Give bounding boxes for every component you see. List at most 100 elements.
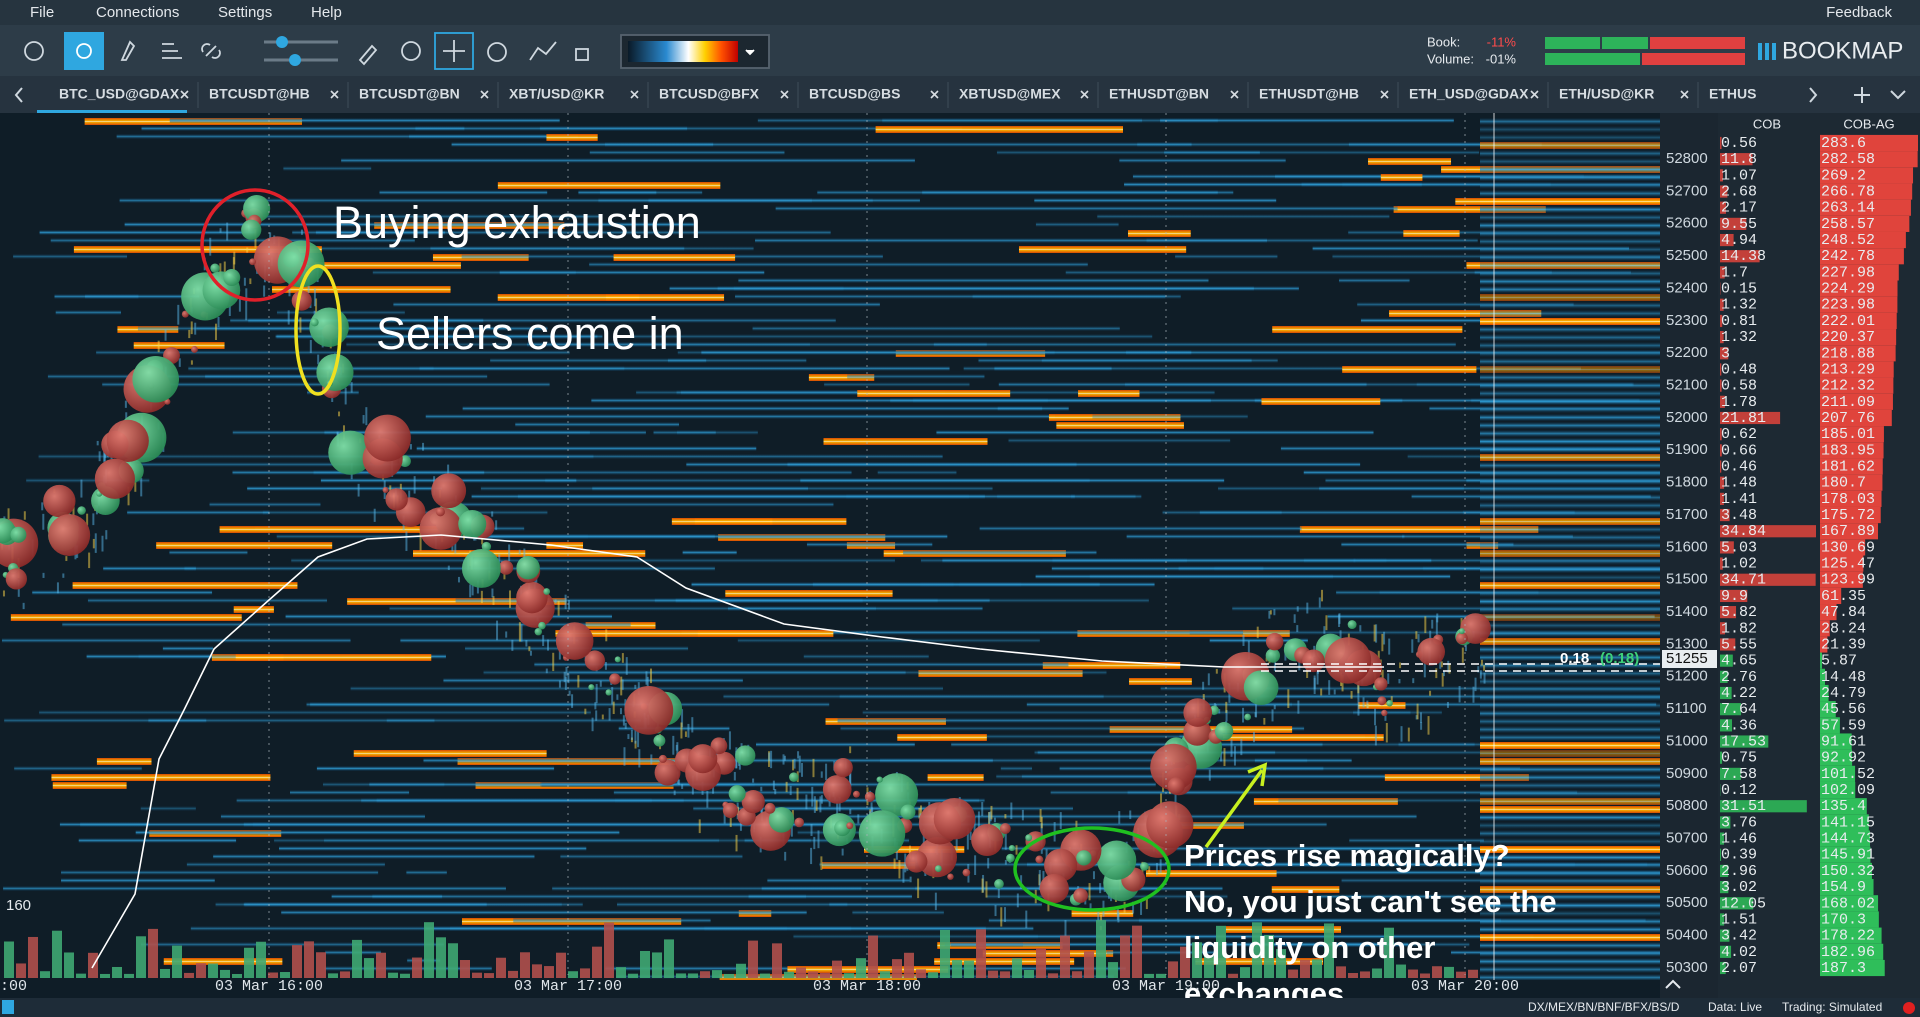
tool-button-selected[interactable] <box>434 32 474 70</box>
tab-close[interactable] <box>1380 90 1389 99</box>
tab-close[interactable] <box>630 90 639 99</box>
menu-item[interactable]: File <box>30 4 54 21</box>
tab-label[interactable]: ETH_USD@GDAX <box>1409 86 1529 102</box>
trade-bubble <box>1244 713 1252 721</box>
price-noise <box>893 858 896 869</box>
tab-close[interactable] <box>1080 90 1089 99</box>
menu-item[interactable]: Help <box>311 4 342 21</box>
tab-label[interactable]: XBTUSD@MEX <box>959 86 1061 102</box>
price-noise <box>287 310 290 325</box>
tool-button[interactable] <box>120 40 136 61</box>
tab-label[interactable]: BTCUSD@BS <box>809 86 900 102</box>
status-indicator <box>1903 1002 1915 1014</box>
tool-button[interactable] <box>358 44 378 66</box>
tab-close[interactable] <box>480 90 489 99</box>
volume-bar <box>340 971 350 978</box>
liquidity-level <box>1254 758 1352 763</box>
menu-item[interactable]: Settings <box>218 4 272 21</box>
tab[interactable]: BTCUSDT@BN <box>359 82 499 108</box>
tab-label[interactable]: ETHUS <box>1709 86 1756 102</box>
slider-knob[interactable] <box>276 36 288 48</box>
tab[interactable]: BTC_USD@GDAX <box>37 82 199 113</box>
tab-close[interactable] <box>330 90 339 99</box>
liquidity-level <box>775 206 1398 211</box>
tab-label[interactable]: BTC_USD@GDAX <box>59 86 180 102</box>
tab[interactable]: BTCUSD@BS <box>809 82 949 108</box>
tool-button[interactable] <box>24 41 44 61</box>
tool-button[interactable] <box>575 48 589 61</box>
tab-close[interactable] <box>1230 90 1239 99</box>
volume-bar <box>676 973 686 978</box>
price-noise <box>373 508 376 522</box>
menu-item[interactable]: Connections <box>96 4 179 21</box>
tab-close[interactable] <box>930 90 939 99</box>
tab[interactable]: ETHUS <box>1709 86 1756 102</box>
tab-label[interactable]: XBT/USD@KR <box>509 86 604 102</box>
tab-scroll-left[interactable] <box>14 87 23 103</box>
tab-label[interactable]: ETHUSDT@HB <box>1259 86 1359 102</box>
tool-button[interactable] <box>76 43 92 59</box>
current-book-level <box>1480 198 1660 205</box>
price-noise <box>990 805 993 820</box>
price-noise <box>857 814 860 824</box>
price-tick-label: 50700 <box>1666 830 1708 847</box>
slider-knob[interactable] <box>289 54 301 66</box>
tab-close[interactable] <box>780 90 789 99</box>
tool-button[interactable] <box>529 41 557 61</box>
price-noise <box>1435 616 1438 635</box>
tab-label[interactable]: BTCUSDT@HB <box>209 86 310 102</box>
cob-ag-value: 213.29 <box>1821 361 1875 378</box>
tab-menu[interactable] <box>1890 90 1906 100</box>
tab-label[interactable]: BTCUSD@BFX <box>659 86 760 102</box>
tab-close[interactable] <box>180 90 189 99</box>
price-noise <box>209 237 212 256</box>
tab-label[interactable]: BTCUSDT@BN <box>359 86 460 102</box>
tab[interactable]: ETH_USD@GDAX <box>1409 82 1549 108</box>
volume-bar <box>724 973 734 978</box>
liquidity-level <box>213 854 535 859</box>
tab[interactable]: ETHUSDT@HB <box>1259 82 1399 108</box>
tab-close[interactable] <box>1680 90 1689 99</box>
cob-ag-bar <box>1820 312 1897 330</box>
trade-bubble <box>1386 699 1393 707</box>
add-tab[interactable] <box>1854 87 1870 103</box>
tab-close[interactable] <box>1530 90 1539 99</box>
liquidity-level <box>1312 246 1629 251</box>
cob-value: 2.76 <box>1721 669 1757 686</box>
tool-button[interactable] <box>487 42 507 62</box>
price-tick-label: 50400 <box>1666 927 1708 944</box>
current-book-level <box>1480 702 1660 709</box>
time-label: 03 Mar 16:00 <box>215 978 323 995</box>
price-noise <box>219 228 222 233</box>
trade-bubble <box>538 621 546 630</box>
tab-label[interactable]: ETHUSDT@BN <box>1109 86 1209 102</box>
liquidity-hot <box>10 614 242 621</box>
price-noise <box>678 779 681 785</box>
tool-button[interactable] <box>201 43 221 59</box>
tool-button[interactable] <box>162 43 182 59</box>
tab[interactable]: XBT/USD@KR <box>509 82 649 108</box>
book-value: -11% <box>1487 34 1517 49</box>
trade-bubble <box>624 685 674 735</box>
cob-value: 3 <box>1721 345 1730 362</box>
tab[interactable]: ETH/USD@KR <box>1559 82 1699 108</box>
tab[interactable]: BTCUSDT@HB <box>209 82 349 108</box>
current-book-level <box>1480 654 1660 661</box>
tab[interactable]: BTCUSD@BFX <box>659 82 799 108</box>
volume-bar <box>1444 966 1454 978</box>
trade-bubble <box>1025 834 1033 842</box>
liquidity-level <box>247 486 443 491</box>
feedback-link[interactable]: Feedback <box>1826 4 1892 21</box>
tool-button-active[interactable] <box>64 32 104 70</box>
tool-button[interactable] <box>401 41 421 61</box>
scroll-up[interactable] <box>1665 979 1681 989</box>
tab-label[interactable]: ETH/USD@KR <box>1559 86 1654 102</box>
tab-scroll-right[interactable] <box>1809 87 1818 103</box>
tab[interactable]: ETHUSDT@BN <box>1109 82 1249 108</box>
volume-bar <box>1336 966 1346 978</box>
price-noise <box>1415 631 1418 639</box>
tab[interactable]: XBTUSD@MEX <box>959 82 1099 108</box>
price-tick-label: 51000 <box>1666 732 1708 749</box>
volume-bar <box>1468 969 1478 978</box>
current-book-level <box>1480 174 1660 181</box>
